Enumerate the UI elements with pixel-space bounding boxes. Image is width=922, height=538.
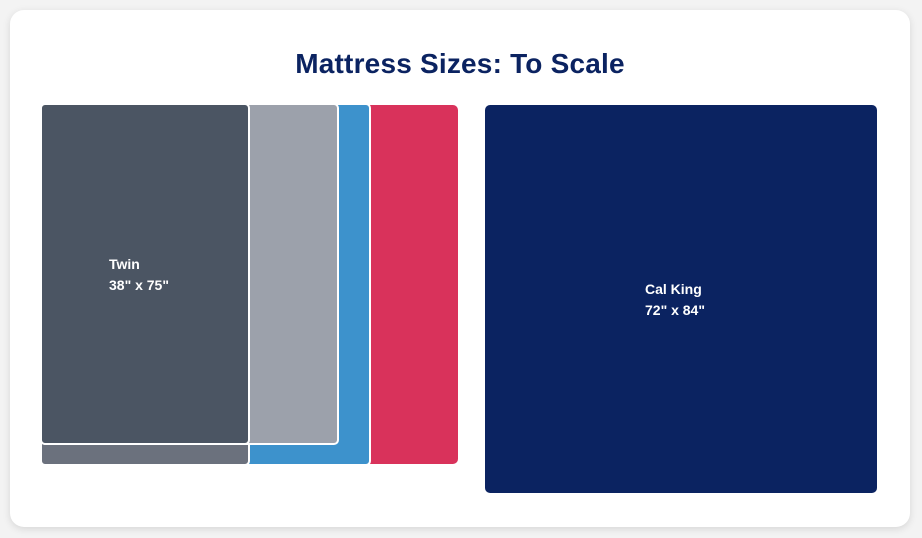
mattress-twin: Twin 38" x 75" [40, 103, 250, 445]
twin-name: Twin [109, 256, 140, 272]
page-title: Mattress Sizes: To Scale [295, 48, 625, 79]
mattress-cal-king: Cal King 72" x 84" [485, 105, 877, 493]
cal-king-label: Cal King 72" x 84" [645, 279, 705, 321]
cal-king-name: Cal King [645, 281, 702, 297]
cal-king-dimensions: 72" x 84" [645, 302, 705, 318]
twin-label: Twin 38" x 75" [109, 254, 169, 296]
twin-dimensions: 38" x 75" [109, 277, 169, 293]
